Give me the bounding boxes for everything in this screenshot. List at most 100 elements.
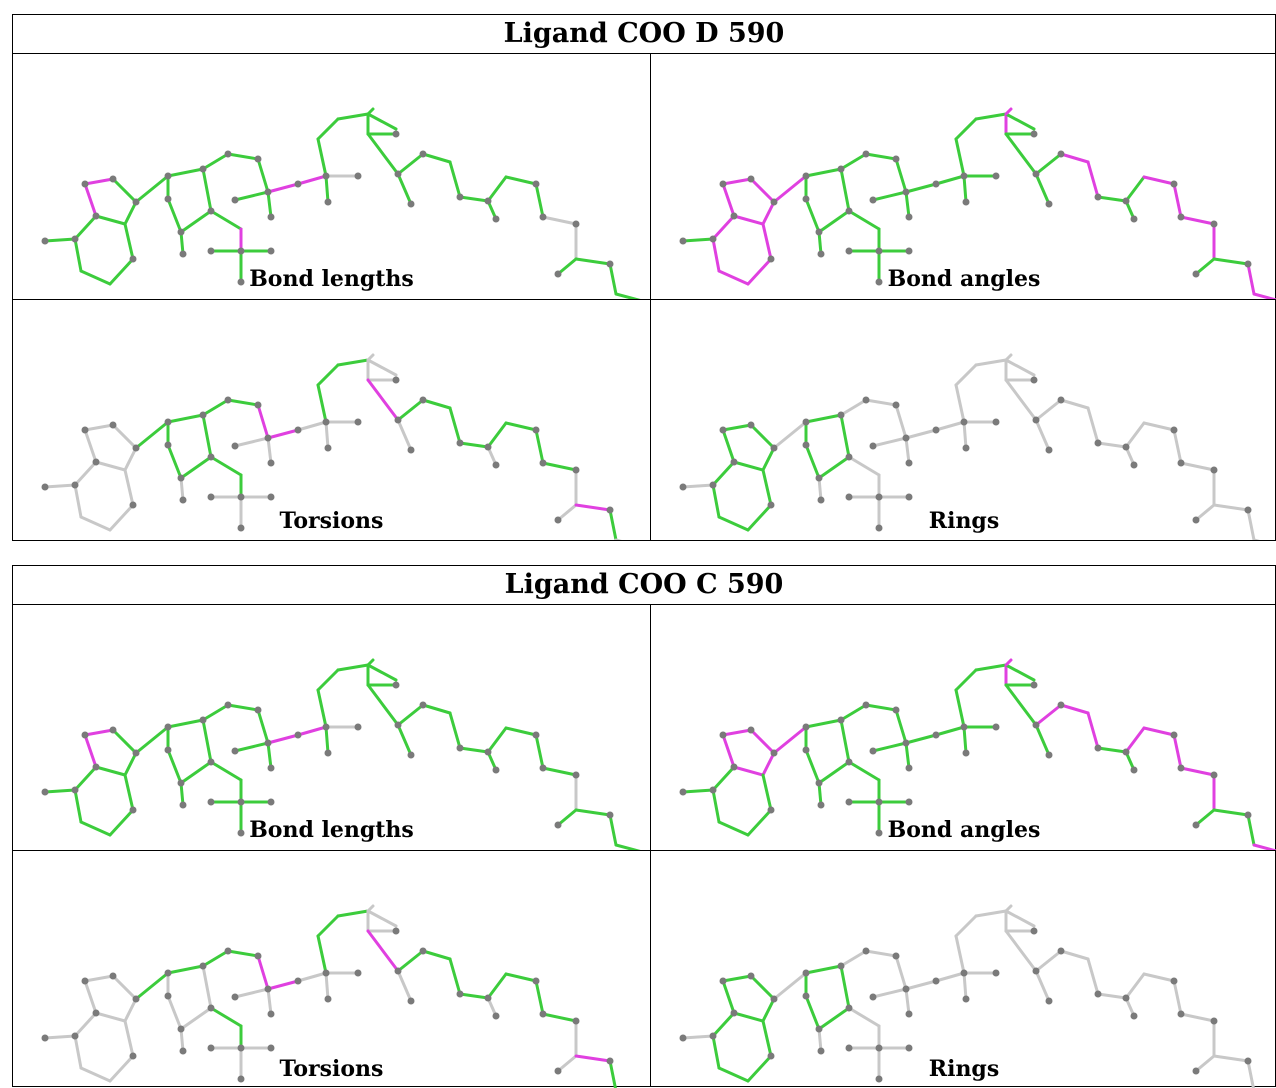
atom [92, 212, 100, 220]
bond [256, 708, 270, 745]
atom [1094, 193, 1102, 201]
bond [749, 728, 776, 755]
bond [608, 508, 618, 540]
atom [392, 681, 400, 689]
atom [960, 969, 968, 977]
atom [231, 993, 239, 1001]
bond [201, 152, 230, 171]
atom [892, 706, 900, 714]
atom [1045, 200, 1053, 208]
bond [772, 971, 808, 1001]
bond [316, 363, 340, 387]
bond [421, 398, 452, 410]
atom [606, 811, 614, 819]
bond [83, 733, 98, 769]
atom [845, 1044, 853, 1052]
bond [123, 446, 138, 472]
bond [1004, 358, 1036, 377]
atom [207, 493, 215, 501]
bond [486, 726, 508, 754]
atom [394, 416, 402, 424]
bond [1124, 972, 1146, 1000]
atom [1032, 416, 1040, 424]
bond [962, 174, 968, 204]
bond [1212, 503, 1250, 512]
bond [486, 972, 508, 1000]
atom [905, 493, 913, 501]
bond [201, 949, 230, 968]
bond [1086, 406, 1100, 445]
panel-torsions: Torsions [13, 300, 650, 540]
bond [839, 718, 851, 764]
bond [804, 197, 821, 234]
bond [366, 663, 398, 682]
bond [486, 421, 508, 449]
atom [264, 985, 272, 993]
bond [1034, 949, 1063, 973]
bond [366, 132, 400, 176]
atom [81, 180, 89, 188]
atom [802, 969, 810, 977]
panel-caption: Torsions [279, 1056, 384, 1082]
atom [264, 434, 272, 442]
atom [294, 180, 302, 188]
bond [209, 760, 243, 782]
atom [960, 723, 968, 731]
atom [164, 441, 172, 449]
bond [73, 460, 98, 487]
bond [839, 413, 851, 459]
bond [864, 703, 898, 712]
bond [73, 237, 83, 273]
bond [904, 987, 911, 1016]
atom [392, 130, 400, 138]
bond [541, 461, 578, 472]
bond [1086, 957, 1100, 996]
atom [875, 524, 883, 532]
bond [448, 711, 462, 750]
atom [132, 198, 140, 206]
atom [1057, 150, 1065, 158]
atom [770, 995, 778, 1003]
atom [869, 993, 877, 1001]
atom [207, 453, 215, 461]
bond [1212, 808, 1250, 817]
bond [894, 403, 908, 440]
atom [254, 952, 262, 960]
bond [974, 663, 1008, 672]
bond [266, 987, 273, 1016]
atom [837, 411, 845, 419]
bond [711, 214, 736, 241]
bond [962, 971, 968, 1001]
atom [109, 972, 117, 980]
bond [1004, 663, 1036, 682]
bond [1246, 813, 1256, 847]
bond [746, 1054, 773, 1083]
bond [974, 358, 1008, 367]
atom [164, 418, 172, 426]
atom [484, 443, 492, 451]
atom [419, 947, 427, 955]
atom [905, 764, 913, 772]
bond [1034, 418, 1051, 452]
atom [932, 977, 940, 985]
bond [166, 167, 205, 178]
atom [532, 731, 540, 739]
atom [802, 441, 810, 449]
bond [681, 237, 715, 243]
bond [233, 190, 270, 202]
bond [746, 257, 773, 286]
bond [772, 174, 808, 204]
atom [862, 701, 870, 709]
bond [366, 112, 398, 131]
bond [266, 428, 300, 440]
atom [492, 1012, 500, 1020]
bond [123, 751, 138, 777]
bond [954, 934, 966, 975]
bond [504, 726, 538, 737]
atom [394, 170, 402, 178]
bond [847, 209, 881, 231]
atom [199, 411, 207, 419]
atom [392, 376, 400, 384]
bond [556, 1054, 578, 1073]
bond [904, 190, 911, 219]
